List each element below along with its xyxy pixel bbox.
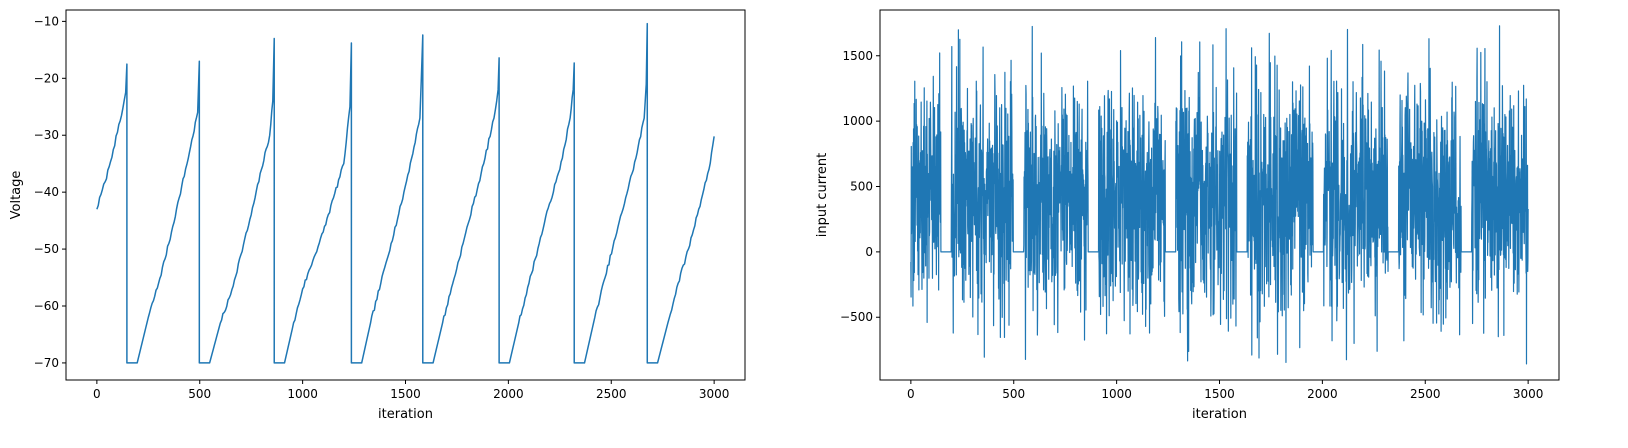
voltage-x-tick-label: 500 <box>188 387 211 401</box>
input-current-y-tick-label: 1500 <box>842 49 873 63</box>
input-current-y-tick-label: 0 <box>865 245 873 259</box>
input-current-x-axis-label: iteration <box>1192 407 1247 422</box>
voltage-y-tick-label: −40 <box>34 185 59 199</box>
input-current-x-tick-label: 1500 <box>1204 387 1235 401</box>
voltage-x-tick-label: 1500 <box>390 387 421 401</box>
input-current-plot-area <box>910 25 1529 365</box>
input-current-x-tick-label: 1000 <box>1101 387 1132 401</box>
voltage-x-tick-label: 3000 <box>699 387 730 401</box>
voltage-y-tick-label: −70 <box>34 356 59 370</box>
input-current-y-tick-label: 500 <box>850 180 873 194</box>
voltage-chart: 0 500 1000 1500 2000 2500 3000 −70 −60 −50 −40 −30… <box>9 9 746 422</box>
voltage-y-tick-label: −20 <box>34 71 59 85</box>
voltage-x-tick-label: 1000 <box>287 387 318 401</box>
voltage-x-tick-label: 0 <box>93 387 101 401</box>
input-current-y-tick-label: −500 <box>840 310 873 324</box>
input-current-x-ticks: 0 500 1000 1500 2000 2500 3000 <box>907 380 1543 401</box>
voltage-x-axis-label: iteration <box>378 407 433 422</box>
input-current-y-ticks: −500 0 500 1000 1500 <box>840 49 880 324</box>
input-current-series-line <box>910 25 1529 365</box>
input-current-x-tick-label: 0 <box>907 387 915 401</box>
voltage-y-ticks: −70 −60 −50 −40 −30 −20 −10 <box>34 14 66 370</box>
voltage-x-ticks: 0 500 1000 1500 2000 2500 3000 <box>93 380 729 401</box>
voltage-x-tick-label: 2000 <box>493 387 524 401</box>
input-current-y-axis-label: input current <box>815 153 830 237</box>
voltage-x-tick-label: 2500 <box>596 387 627 401</box>
voltage-y-tick-label: −30 <box>34 128 59 142</box>
voltage-y-tick-label: −10 <box>34 14 59 28</box>
input-current-x-tick-label: 2500 <box>1410 387 1441 401</box>
input-current-x-tick-label: 3000 <box>1513 387 1544 401</box>
voltage-y-tick-label: −50 <box>34 242 59 256</box>
voltage-y-axis-label: Voltage <box>9 171 24 220</box>
voltage-y-tick-label: −60 <box>34 299 59 313</box>
voltage-axes-frame <box>65 9 746 381</box>
input-current-chart: 0 500 1000 1500 2000 2500 3000 −500 0 500 1000 150… <box>815 9 1560 422</box>
voltage-plot-area <box>96 22 715 364</box>
input-current-y-tick-label: 1000 <box>842 114 873 128</box>
input-current-x-tick-label: 500 <box>1002 387 1025 401</box>
input-current-x-tick-label: 2000 <box>1307 387 1338 401</box>
voltage-series-line <box>96 22 715 364</box>
